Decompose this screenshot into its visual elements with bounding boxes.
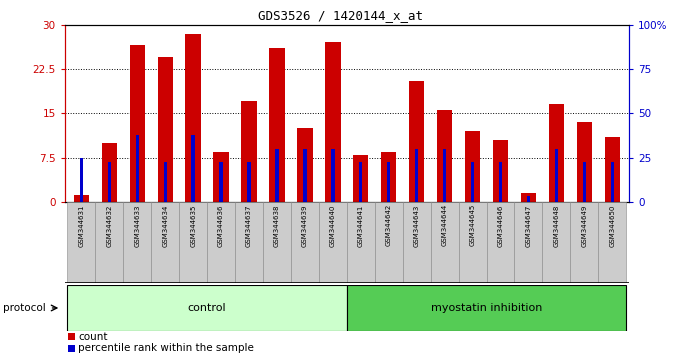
Bar bbox=[549, 104, 564, 202]
Bar bbox=[123, 202, 151, 283]
Text: GSM344639: GSM344639 bbox=[302, 204, 308, 247]
Text: GSM344638: GSM344638 bbox=[274, 204, 280, 247]
Bar bbox=[241, 102, 256, 202]
Bar bbox=[179, 202, 207, 283]
Bar bbox=[493, 140, 508, 202]
Bar bbox=[269, 48, 285, 202]
Text: GSM344645: GSM344645 bbox=[469, 204, 475, 246]
Bar bbox=[67, 202, 95, 283]
Bar bbox=[409, 81, 424, 202]
Text: percentile rank within the sample: percentile rank within the sample bbox=[78, 343, 254, 354]
Text: GSM344636: GSM344636 bbox=[218, 204, 224, 247]
Bar bbox=[458, 202, 486, 283]
Bar bbox=[515, 202, 543, 283]
Bar bbox=[521, 193, 536, 202]
Text: count: count bbox=[78, 331, 107, 342]
Text: GSM344633: GSM344633 bbox=[134, 204, 140, 247]
Bar bbox=[80, 158, 83, 202]
Bar bbox=[135, 136, 139, 202]
Bar bbox=[68, 333, 75, 340]
Text: GSM344632: GSM344632 bbox=[106, 204, 112, 247]
Text: GSM344631: GSM344631 bbox=[78, 204, 84, 247]
Bar bbox=[297, 128, 313, 202]
Text: GDS3526 / 1420144_x_at: GDS3526 / 1420144_x_at bbox=[258, 9, 424, 22]
Bar bbox=[73, 195, 89, 202]
Bar bbox=[359, 162, 362, 202]
Bar bbox=[214, 152, 228, 202]
Text: GSM344642: GSM344642 bbox=[386, 204, 392, 246]
Bar bbox=[347, 202, 375, 283]
Text: control: control bbox=[188, 303, 226, 313]
Text: GSM344635: GSM344635 bbox=[190, 204, 196, 247]
Bar bbox=[583, 162, 586, 202]
Bar bbox=[353, 155, 369, 202]
Bar bbox=[68, 345, 75, 352]
Bar bbox=[499, 162, 502, 202]
Bar bbox=[207, 202, 235, 283]
Bar bbox=[163, 162, 167, 202]
Bar bbox=[325, 42, 341, 202]
Text: GSM344637: GSM344637 bbox=[246, 204, 252, 247]
Bar bbox=[403, 202, 430, 283]
Bar bbox=[101, 143, 117, 202]
Bar bbox=[130, 45, 145, 202]
Bar bbox=[263, 202, 291, 283]
Bar bbox=[158, 57, 173, 202]
Text: myostatin inhibition: myostatin inhibition bbox=[431, 303, 542, 313]
Bar bbox=[95, 202, 123, 283]
Bar bbox=[465, 131, 480, 202]
Bar bbox=[331, 149, 335, 202]
Bar bbox=[598, 202, 626, 283]
Text: GSM344647: GSM344647 bbox=[526, 204, 531, 247]
Text: GSM344643: GSM344643 bbox=[413, 204, 420, 247]
Bar bbox=[67, 285, 347, 331]
Text: GSM344641: GSM344641 bbox=[358, 204, 364, 247]
Bar bbox=[291, 202, 319, 283]
Bar bbox=[151, 202, 179, 283]
Bar bbox=[605, 137, 620, 202]
Bar bbox=[443, 149, 446, 202]
Text: protocol: protocol bbox=[3, 303, 46, 313]
Text: GSM344640: GSM344640 bbox=[330, 204, 336, 247]
Bar bbox=[235, 202, 263, 283]
Bar bbox=[571, 202, 598, 283]
Bar bbox=[192, 136, 194, 202]
Text: GSM344649: GSM344649 bbox=[581, 204, 588, 247]
Bar bbox=[375, 202, 403, 283]
Bar bbox=[319, 202, 347, 283]
Bar bbox=[387, 162, 390, 202]
Text: GSM344650: GSM344650 bbox=[609, 204, 615, 247]
Bar bbox=[303, 149, 307, 202]
Bar bbox=[577, 122, 592, 202]
Text: GSM344634: GSM344634 bbox=[163, 204, 168, 247]
Text: GSM344644: GSM344644 bbox=[441, 204, 447, 246]
Bar bbox=[437, 110, 452, 202]
Bar bbox=[347, 285, 626, 331]
Text: GSM344646: GSM344646 bbox=[498, 204, 503, 247]
Bar bbox=[248, 162, 251, 202]
Bar bbox=[220, 162, 223, 202]
Bar bbox=[415, 149, 418, 202]
Bar bbox=[611, 162, 614, 202]
Bar bbox=[275, 149, 279, 202]
Bar bbox=[471, 162, 474, 202]
Bar bbox=[381, 152, 396, 202]
Bar bbox=[543, 202, 571, 283]
Bar bbox=[486, 202, 515, 283]
Text: GSM344648: GSM344648 bbox=[554, 204, 560, 247]
Bar bbox=[430, 202, 458, 283]
Bar bbox=[555, 149, 558, 202]
Bar bbox=[186, 34, 201, 202]
Bar bbox=[527, 195, 530, 202]
Bar bbox=[107, 162, 111, 202]
